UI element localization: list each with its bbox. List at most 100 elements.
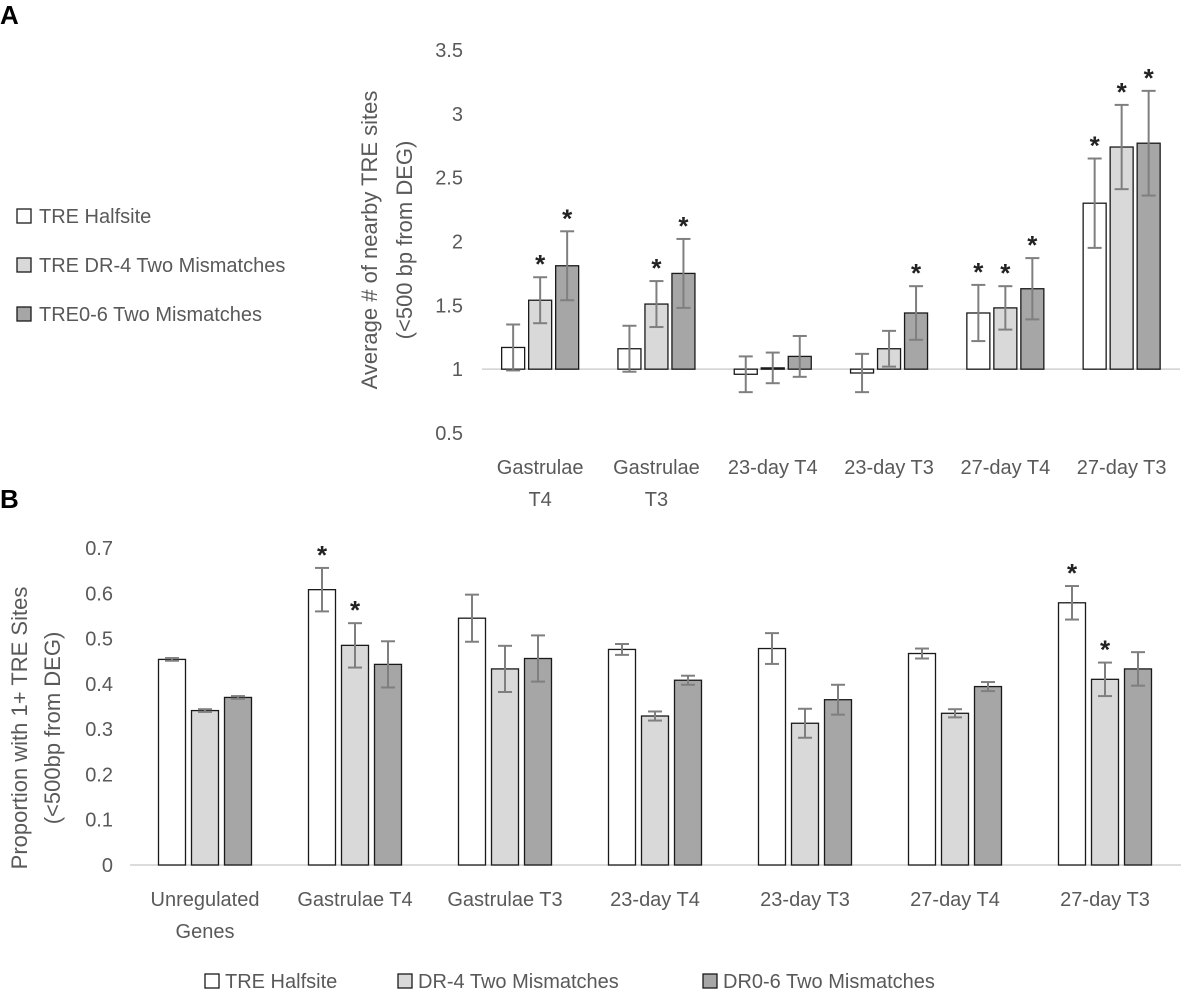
chart-a-error-bar (909, 285, 924, 341)
chart-a-significance-star: * (535, 249, 546, 279)
chart-b-y-tick-label: 0.4 (85, 674, 113, 696)
chart-a-error-bar (649, 280, 664, 329)
chart-a-significance-star: * (1027, 230, 1038, 260)
chart-b-y-tick-label: 0.7 (85, 538, 113, 560)
chart-a-legend-label: TRE Halfsite (39, 206, 151, 228)
chart-a-significance-star: * (651, 253, 662, 283)
chart-b-legend-swatch (397, 973, 413, 989)
chart-b-category-label: 23-day T4 (610, 889, 700, 911)
chart-a-legend-label: TRE DR-4 Two Mismatches (39, 255, 285, 277)
chart-b-significance-star: * (1067, 558, 1078, 588)
chart-b-bar (340, 644, 370, 866)
chart-b-category-label: Gastrulae T4 (297, 889, 412, 911)
chart-a-category-label: T3 (645, 489, 668, 511)
chart-a-y-tick-label: 3.5 (435, 40, 463, 62)
chart-b-error-bar (615, 643, 629, 656)
chart-b-category-label: 27-day T3 (1060, 889, 1150, 911)
chart-b-legend-item: DR-4 Two Mismatches (397, 971, 619, 993)
chart-a-y-tick-label: 1.5 (435, 295, 463, 317)
chart-b-error-bar (831, 683, 845, 716)
chart-b-category-label: Genes (176, 921, 235, 943)
chart-a-category-label: 23-day T3 (844, 457, 934, 479)
chart-b-error-bar (648, 710, 662, 722)
chart-a-significance-star: * (911, 258, 922, 288)
chart-b-error-bar (681, 674, 695, 686)
chart-b-legend-label: DR0-6 Two Mismatches (723, 971, 935, 993)
chart-b-error-bar (1065, 585, 1079, 621)
chart-b-legend-swatch (204, 973, 220, 989)
chart-a-category-label: Gastrulae (497, 457, 584, 479)
chart-a-significance-star: * (562, 203, 573, 233)
chart-b-bar (907, 652, 937, 866)
chart-a-category-label: 27-day T4 (961, 457, 1051, 479)
chart-a-error-bar (560, 230, 575, 302)
chart-b-bar (157, 658, 187, 866)
chart-b-error-bar (381, 640, 395, 689)
chart-a-error-bar (622, 324, 637, 373)
chart-b-bar (823, 699, 853, 866)
chart-b-error-bar (348, 622, 362, 669)
chart-a-error-bar (765, 351, 780, 385)
chart-b-error-bar (765, 632, 779, 665)
chart-b-bar (1090, 678, 1120, 866)
chart-b-error-bar (165, 657, 179, 662)
chart-a-error-bar (855, 352, 870, 394)
chart-b-error-bar (1098, 661, 1112, 698)
chart-b-category-label: Gastrulae T3 (447, 889, 562, 911)
chart-b-error-bar (498, 644, 512, 694)
chart-b-significance-star: * (1100, 635, 1111, 665)
chart-b-bar (640, 715, 670, 866)
chart-a-y-tick-label: 2.5 (435, 168, 463, 190)
chart-a-error-bar (676, 237, 691, 309)
chart-b-legend-swatch (702, 973, 718, 989)
chart-a-error-bar (971, 283, 986, 343)
chart-b-y-tick-label: 0.1 (85, 810, 113, 832)
chart-b-error-bar (231, 695, 245, 700)
chart-a-y-tick-label: 2 (452, 232, 463, 254)
chart-b-bar (490, 668, 520, 866)
chart-a-legend-swatch (16, 208, 32, 224)
chart-b-bar (607, 648, 637, 866)
chart-b-category-label: Unregulated (151, 889, 260, 911)
chart-b-bar (373, 663, 403, 866)
chart-b-bar (523, 657, 553, 866)
chart-a-category-label: Gastrulae (613, 457, 700, 479)
chart-b-bar (673, 679, 703, 866)
chart-b-bar (1057, 602, 1087, 866)
chart-a-error-bar (533, 276, 548, 325)
chart-a-error-bar (1087, 157, 1102, 249)
chart-b-error-bar (915, 647, 929, 660)
chart-a-significance-star: * (973, 257, 984, 287)
chart-b-error-bar (948, 708, 962, 719)
chart-b-error-bar (315, 566, 329, 613)
chart-a-error-bar (882, 329, 897, 368)
chart-b-category-label: 27-day T4 (910, 889, 1000, 911)
chart-b-legend-label: TRE Halfsite (225, 971, 337, 993)
chart-b-error-bar (981, 681, 995, 693)
chart-b-significance-star: * (350, 595, 361, 625)
chart-a-error-bar (998, 285, 1013, 331)
chart-b-legend-label: DR-4 Two Mismatches (418, 971, 619, 993)
chart-b-y-tick-label: 0.2 (85, 764, 113, 786)
chart-a-legend-label: TRE0-6 Two Mismatches (39, 304, 262, 326)
chart-b-error-bar (798, 707, 812, 739)
chart-a-legend-swatch (16, 257, 32, 273)
chart-b-y-tick-label: 0.5 (85, 629, 113, 651)
chart-a-legend-item: TRE DR-4 Two Mismatches (16, 255, 285, 277)
chart-b-bar (307, 589, 337, 866)
chart-a-significance-star: * (1090, 131, 1101, 161)
chart-a-y-tick-label: 0.5 (435, 423, 463, 445)
chart-b-error-bar (198, 708, 212, 713)
panel-letter-b: B (0, 484, 19, 514)
panel-letter-a: A (0, 0, 19, 30)
chart-b-bar (457, 617, 487, 866)
chart-a-category-label: T4 (528, 489, 551, 511)
chart-a-significance-star: * (1000, 258, 1011, 288)
chart-b-category-label: 23-day T3 (760, 889, 850, 911)
chart-a-significance-star: * (1144, 63, 1155, 93)
chart-a-category-label: 23-day T4 (728, 457, 818, 479)
chart-a-error-bar (506, 323, 521, 372)
chart-a-error-bar (1114, 103, 1129, 191)
